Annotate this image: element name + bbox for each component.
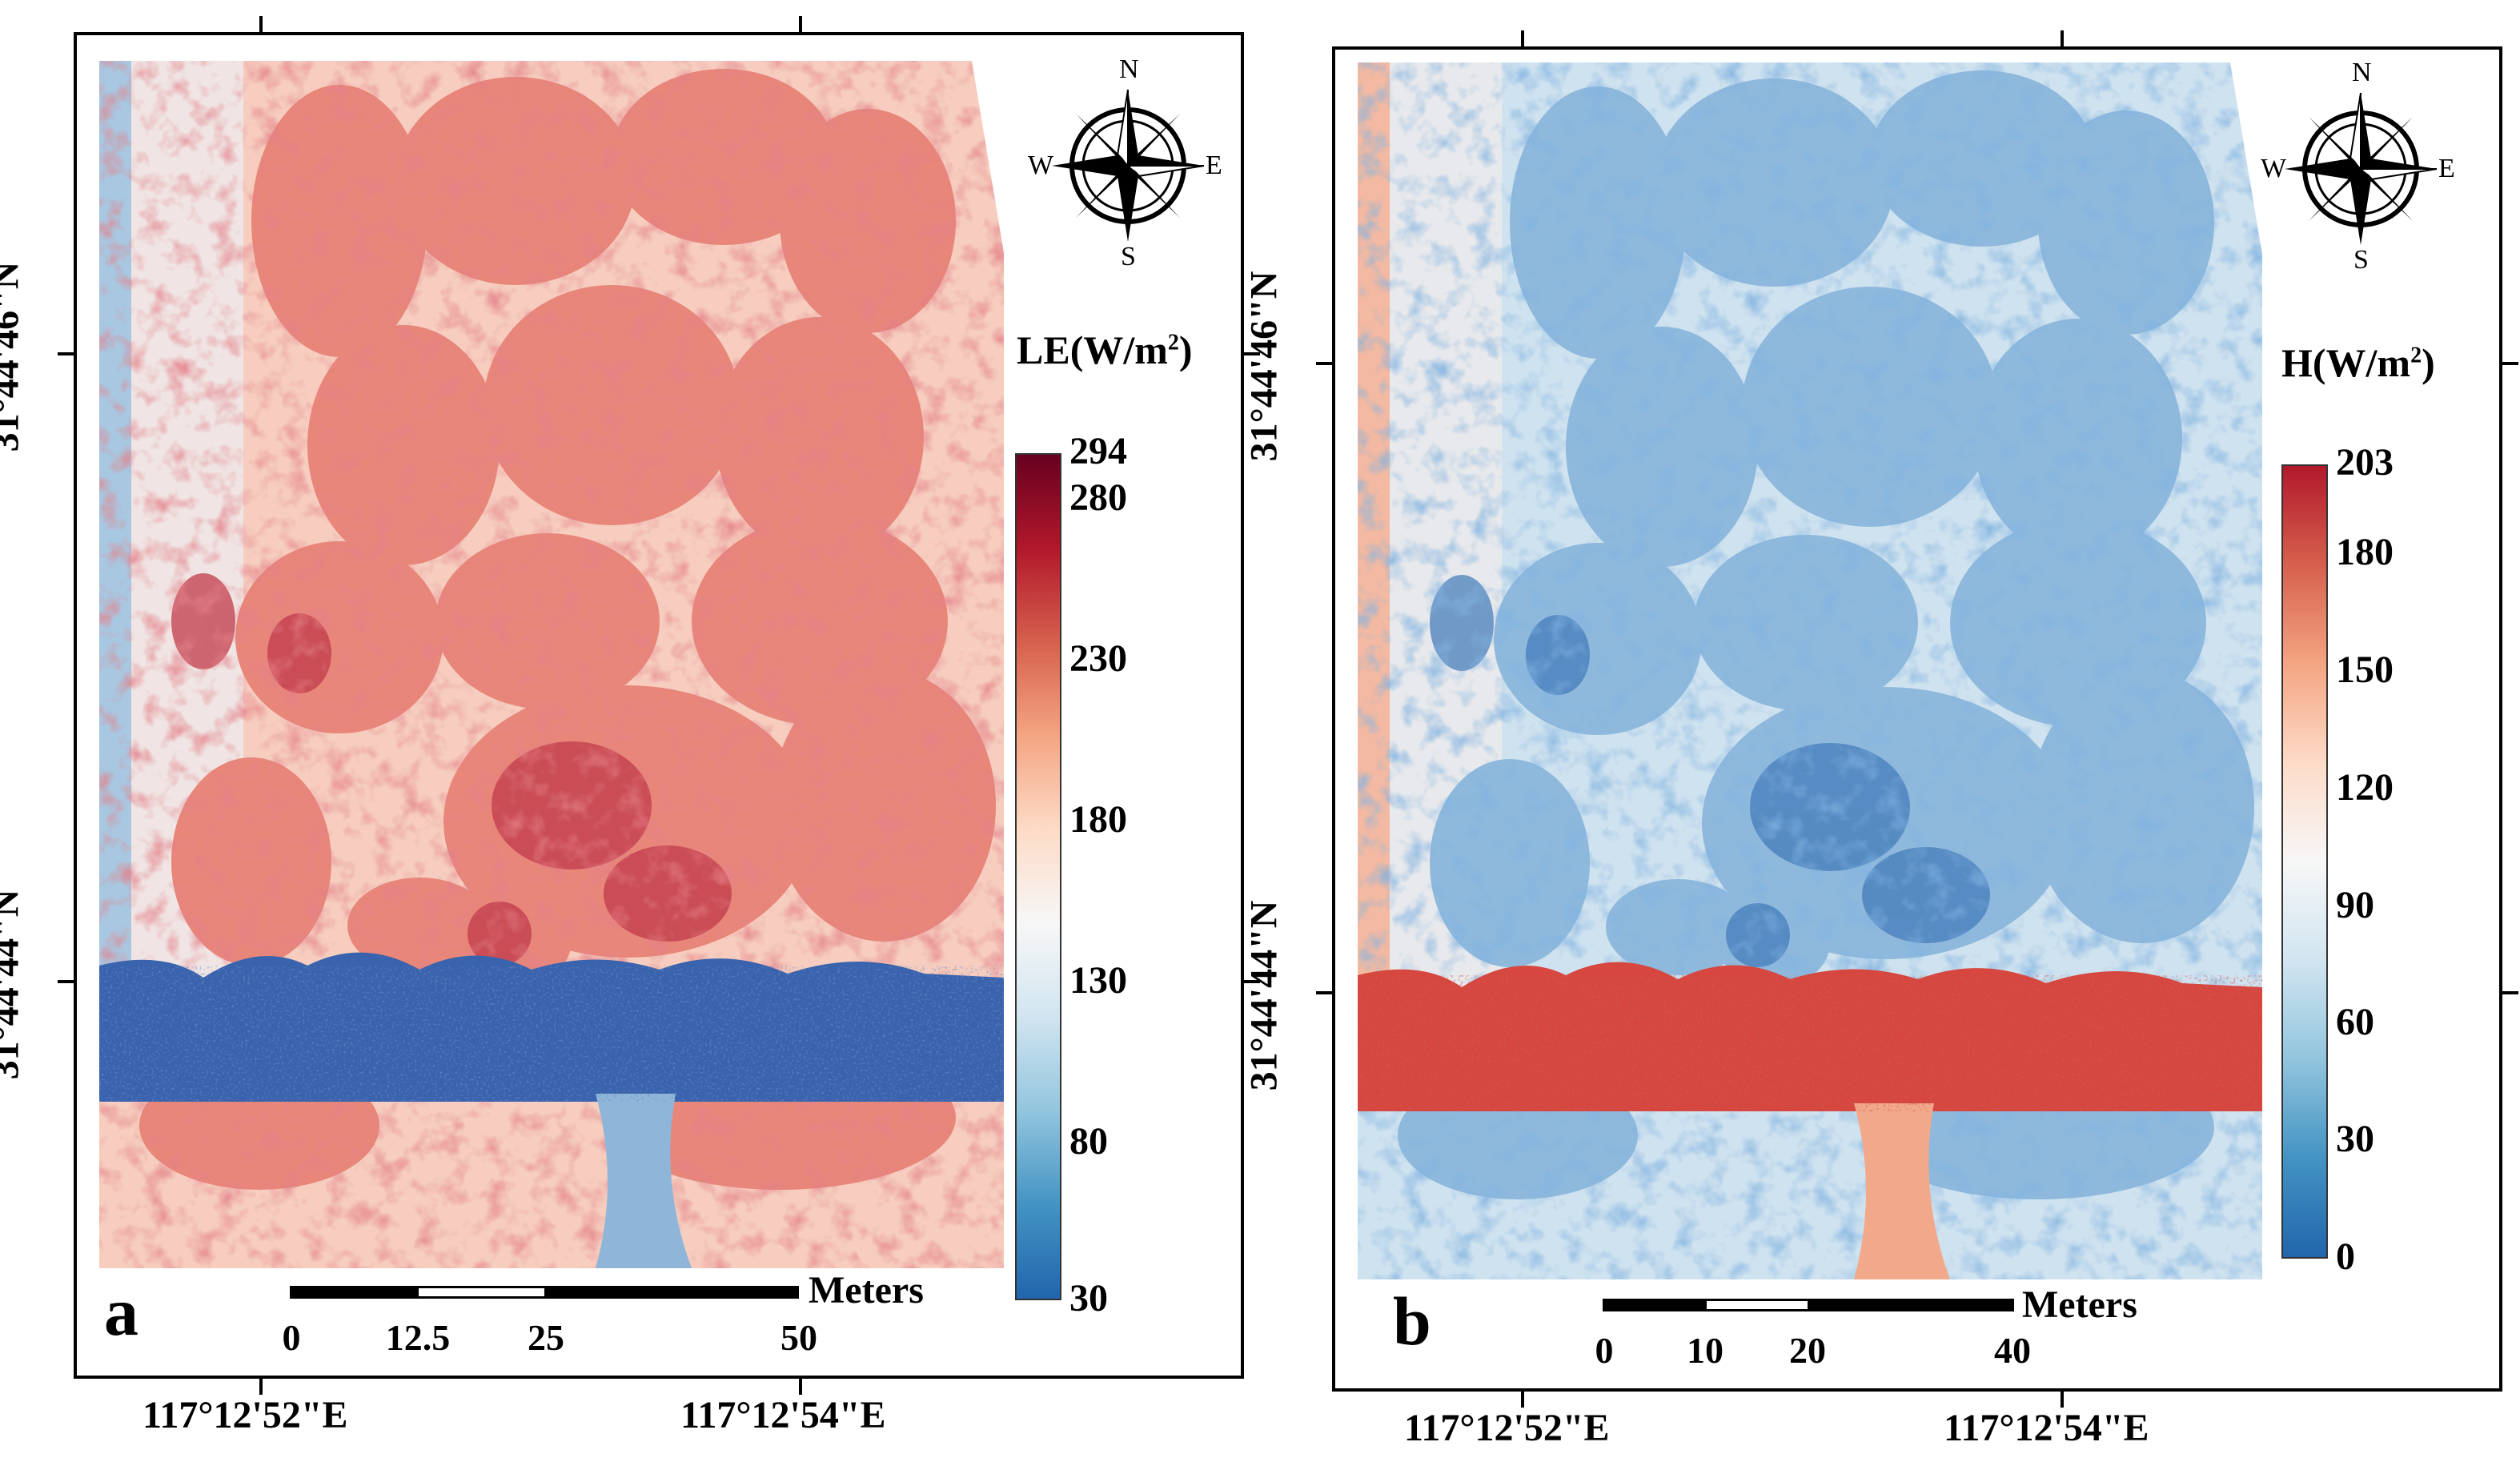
scale-bar [1603, 1299, 2014, 1311]
compass-s-label: S [2353, 245, 2369, 275]
scale-unit: Meters [2022, 1283, 2137, 1326]
colorbar-tick-label: 180 [1069, 798, 1127, 841]
colorbar-tick-label: 120 [2336, 765, 2394, 809]
right-tick [2502, 991, 2518, 994]
scale-label: 12.5 [385, 1317, 451, 1358]
bottom-tick [799, 1379, 802, 1395]
colorbar-gradient [1015, 453, 1061, 1300]
h-map-image [1358, 62, 2262, 1279]
left-tick [58, 980, 74, 983]
colorbar-tick-label: 180 [2336, 531, 2394, 574]
panel-b: N S W E H(W/m2) 203 180 150 120 90 60 30 0 b Me… [1242, 0, 2520, 1458]
top-tick [2061, 30, 2064, 46]
bottom-tick [2061, 1392, 2064, 1408]
longitude-label: 117°12'52"E [1404, 1407, 1610, 1449]
compass-n-label: N [2352, 58, 2372, 87]
scale-label: 10 [1687, 1330, 1723, 1371]
compass-rose-icon [2285, 92, 2438, 245]
left-tick [1316, 362, 1332, 365]
top-tick [259, 16, 263, 32]
compass-e-label: E [2438, 154, 2455, 183]
north-arrow-compass: N S W E [1028, 54, 1228, 271]
north-arrow-compass: N S W E [2261, 58, 2461, 275]
right-tick [1244, 980, 1260, 983]
colorbar-tick-label: 30 [2336, 1118, 2374, 1161]
compass-rose-icon [1052, 89, 1205, 242]
latitude-label: 31°44'44"N [1242, 900, 1286, 1091]
colorbar-tick-label: 130 [1069, 959, 1127, 1002]
latitude-label: 31°44'44"N [0, 889, 27, 1080]
compass-w-label: W [2261, 154, 2287, 183]
top-tick [1521, 30, 1524, 46]
scale-label: 0 [282, 1317, 301, 1358]
panel-letter: a [104, 1273, 138, 1350]
scale-label: 40 [1994, 1330, 2031, 1371]
colorbar-tick-label: 80 [1069, 1120, 1108, 1163]
bottom-tick [1521, 1392, 1524, 1408]
colorbar-title: LE(W/m2) [1017, 327, 1193, 372]
colorbar-tick-label: 60 [2336, 1001, 2374, 1044]
latitude-label: 31°44'46"N [1242, 271, 1286, 462]
colorbar-tick-label: 0 [2336, 1235, 2355, 1278]
colorbar-title: H(W/m2) [2281, 340, 2435, 385]
compass-s-label: S [1121, 242, 1136, 271]
compass-e-label: E [1206, 151, 1222, 180]
scale-label: 25 [528, 1317, 564, 1358]
colorbar-tick-label: 90 [2336, 883, 2374, 926]
panel-a: N S W E LE(W/m2) 294 280 230 180 130 80 30 a M… [0, 16, 1260, 1436]
longitude-label: 117°12'54"E [680, 1394, 886, 1436]
latitude-label: 31°44'46"N [0, 261, 27, 452]
compass-w-label: W [1028, 151, 1054, 180]
left-tick [58, 352, 74, 355]
panel-letter: b [1393, 1283, 1431, 1360]
scale-label: 50 [780, 1317, 817, 1358]
longitude-label: 117°12'54"E [1944, 1407, 2149, 1449]
scale-label: 20 [1789, 1330, 1826, 1371]
bottom-tick [259, 1379, 263, 1395]
scale-label: 0 [1595, 1330, 1614, 1371]
colorbar-tick-label: 30 [1069, 1277, 1108, 1319]
le-map-image [99, 61, 1004, 1268]
colorbar-tick-label: 203 [2336, 441, 2394, 484]
colorbar-gradient [2281, 464, 2328, 1259]
colorbar-tick-label: 230 [1069, 637, 1127, 681]
right-tick [1244, 352, 1260, 355]
right-tick [2502, 362, 2518, 365]
colorbar-tick-label: 280 [1069, 476, 1127, 520]
scale-bar [290, 1286, 799, 1299]
top-tick [799, 16, 802, 32]
scale-unit: Meters [809, 1269, 924, 1311]
left-tick [1316, 991, 1332, 994]
colorbar-tick-label: 150 [2336, 648, 2394, 691]
longitude-label: 117°12'52"E [142, 1394, 348, 1436]
compass-n-label: N [1119, 54, 1139, 84]
colorbar-tick-label: 294 [1069, 430, 1127, 472]
